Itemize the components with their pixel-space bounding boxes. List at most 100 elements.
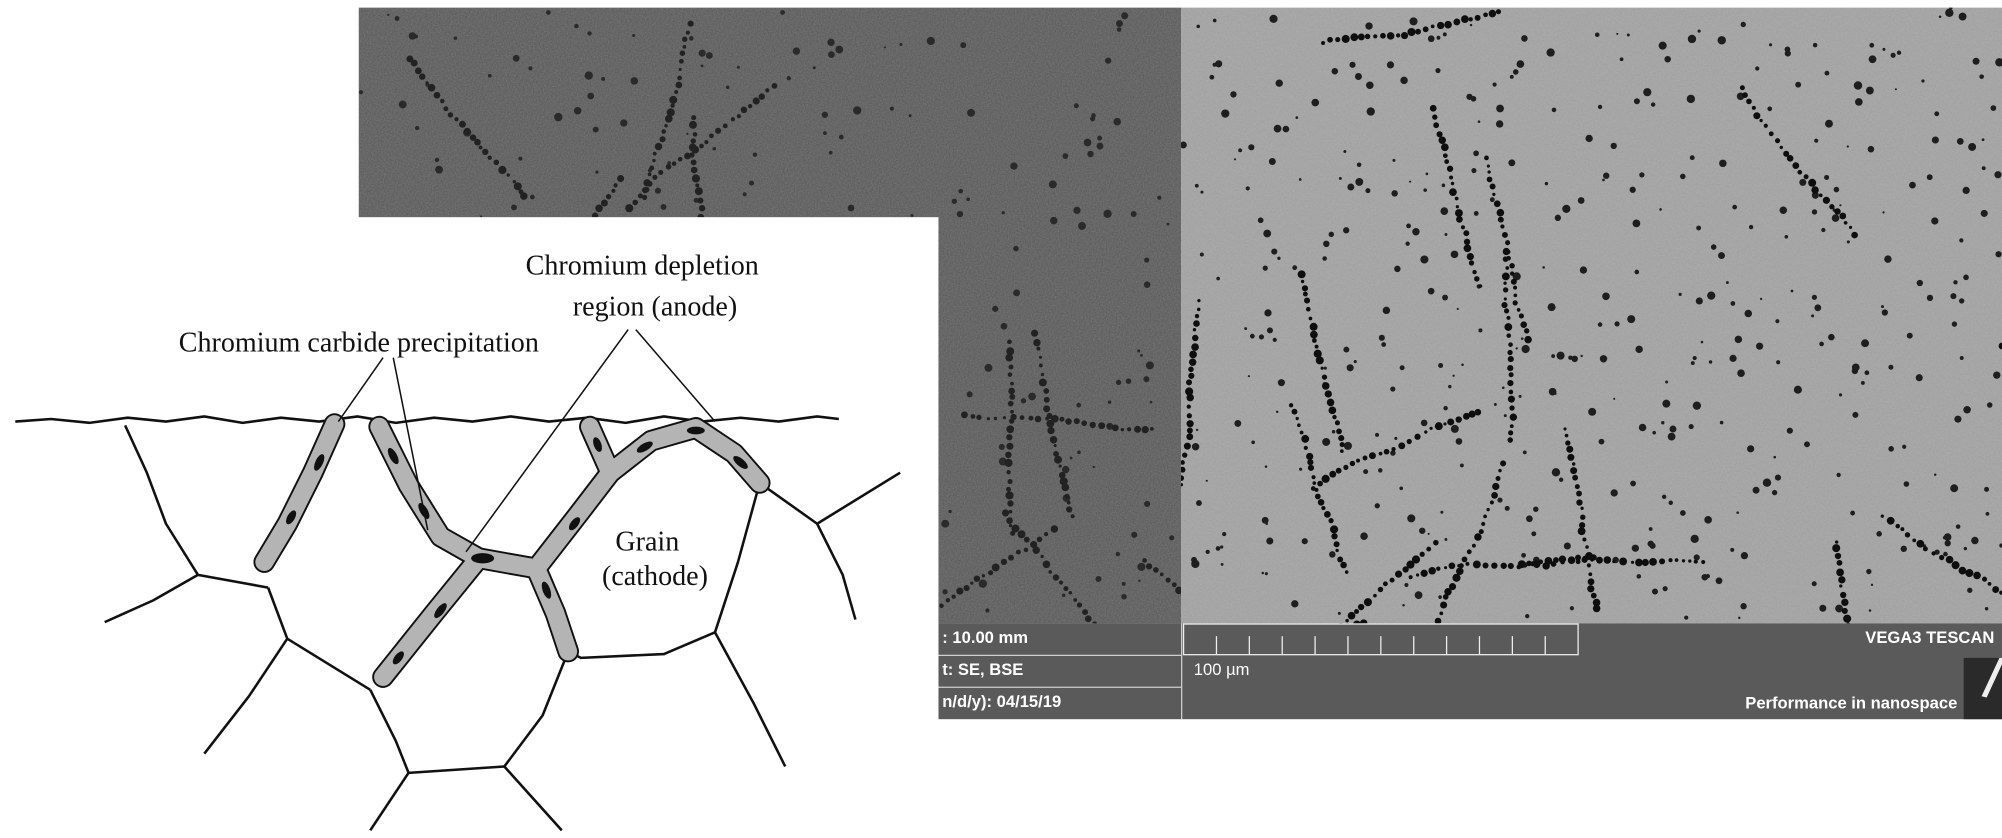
- pit: [699, 50, 706, 57]
- boundary-pit: [1992, 586, 1999, 593]
- boundary-pit: [741, 107, 748, 114]
- boundary-pit: [520, 192, 528, 200]
- pit: [1784, 235, 1788, 239]
- boundary-pit: [1006, 487, 1011, 492]
- boundary-pit: [1496, 9, 1501, 14]
- boundary-pit: [689, 121, 697, 129]
- boundary-pit: [1619, 558, 1627, 566]
- boundary-pit: [1649, 558, 1657, 566]
- pit: [1716, 577, 1723, 584]
- page: : 10.00 mm t: SE, BSE n/d/y): 04/15/19 1…: [0, 0, 2002, 838]
- pit: [1339, 177, 1342, 180]
- pit: [942, 589, 947, 594]
- pit: [1719, 160, 1726, 167]
- boundary-pit: [1127, 427, 1131, 431]
- boundary-pit: [1836, 569, 1844, 577]
- boundary-pit: [1187, 413, 1192, 418]
- boundary-pit: [1435, 422, 1443, 430]
- pit: [1442, 184, 1446, 188]
- boundary-pit: [1298, 270, 1306, 278]
- boundary-pit: [988, 570, 993, 575]
- boundary-pit: [973, 725, 979, 731]
- pit: [1209, 75, 1214, 80]
- pit: [1137, 563, 1145, 571]
- pit: [1423, 188, 1427, 192]
- pit: [966, 197, 970, 201]
- boundary-pit: [1424, 430, 1427, 433]
- pit: [1324, 367, 1327, 370]
- boundary-pit: [1593, 605, 1601, 613]
- boundary-pit: [1501, 302, 1507, 308]
- boundary-pit: [1576, 491, 1582, 497]
- boundary-pit: [689, 152, 694, 157]
- boundary-pit: [1792, 162, 1799, 169]
- boundary-pit: [1020, 415, 1025, 420]
- pit: [1402, 604, 1405, 607]
- pit: [1248, 144, 1254, 150]
- boundary-pit: [652, 159, 655, 162]
- pit: [1221, 109, 1229, 117]
- pit: [1105, 58, 1111, 64]
- boundary-pit: [1642, 559, 1649, 566]
- boundary-pit: [1449, 176, 1453, 180]
- pit: [1927, 174, 1933, 180]
- boundary-pit: [1572, 462, 1575, 465]
- boundary-pit: [1373, 594, 1377, 598]
- pit: [1664, 56, 1670, 63]
- boundary-pit: [1464, 239, 1470, 245]
- pit: [1611, 143, 1617, 149]
- boundary-pit: [1318, 499, 1325, 506]
- pit: [1354, 360, 1357, 363]
- boundary-pit: [411, 60, 418, 67]
- pit: [1394, 266, 1400, 272]
- boundary-pit: [1398, 442, 1405, 449]
- boundary-pit: [1322, 475, 1330, 483]
- pit: [1995, 251, 2001, 257]
- boundary-pit: [970, 581, 973, 584]
- boundary-pit: [1973, 572, 1981, 580]
- pit: [1090, 116, 1095, 121]
- pit: [1964, 547, 1967, 550]
- pit: [1828, 334, 1835, 341]
- boundary-pit: [1517, 565, 1522, 570]
- boundary-pit: [1474, 276, 1479, 281]
- boundary-pit: [1588, 572, 1592, 576]
- boundary-pit: [482, 149, 488, 155]
- boundary-pit: [956, 588, 963, 595]
- pit: [1909, 182, 1916, 189]
- label: (cathode): [602, 561, 708, 592]
- boundary-pit: [1835, 540, 1838, 543]
- boundary-pit: [1006, 443, 1013, 450]
- pit: [1630, 187, 1636, 193]
- pit: [1478, 328, 1482, 332]
- pit: [1994, 171, 2001, 178]
- pit: [1868, 146, 1875, 153]
- pit: [1097, 136, 1102, 141]
- boundary-pit: [1303, 292, 1308, 297]
- pit: [1438, 363, 1443, 368]
- boundary-pit: [682, 37, 687, 42]
- boundary-pit: [1455, 197, 1459, 201]
- pit: [1097, 143, 1104, 150]
- boundary-pit: [1506, 333, 1511, 338]
- pit: [1564, 542, 1571, 549]
- pit: [1126, 378, 1132, 384]
- pit: [1269, 15, 1277, 23]
- pit: [1073, 207, 1080, 214]
- pit: [585, 71, 593, 79]
- boundary-pit: [1635, 559, 1643, 567]
- pit: [1960, 356, 1964, 360]
- boundary-pit: [680, 50, 686, 56]
- boundary-pit: [691, 159, 697, 165]
- pit: [1360, 532, 1368, 540]
- boundary-pit: [679, 59, 684, 64]
- pit: [1363, 469, 1368, 474]
- boundary-pit: [974, 575, 980, 581]
- boundary-pit: [1479, 529, 1484, 534]
- pit: [435, 158, 439, 162]
- boundary-pit: [1327, 399, 1335, 407]
- boundary-pit: [1506, 250, 1510, 254]
- pit: [1959, 238, 1963, 242]
- pit: [1847, 145, 1849, 147]
- pit: [1521, 337, 1524, 340]
